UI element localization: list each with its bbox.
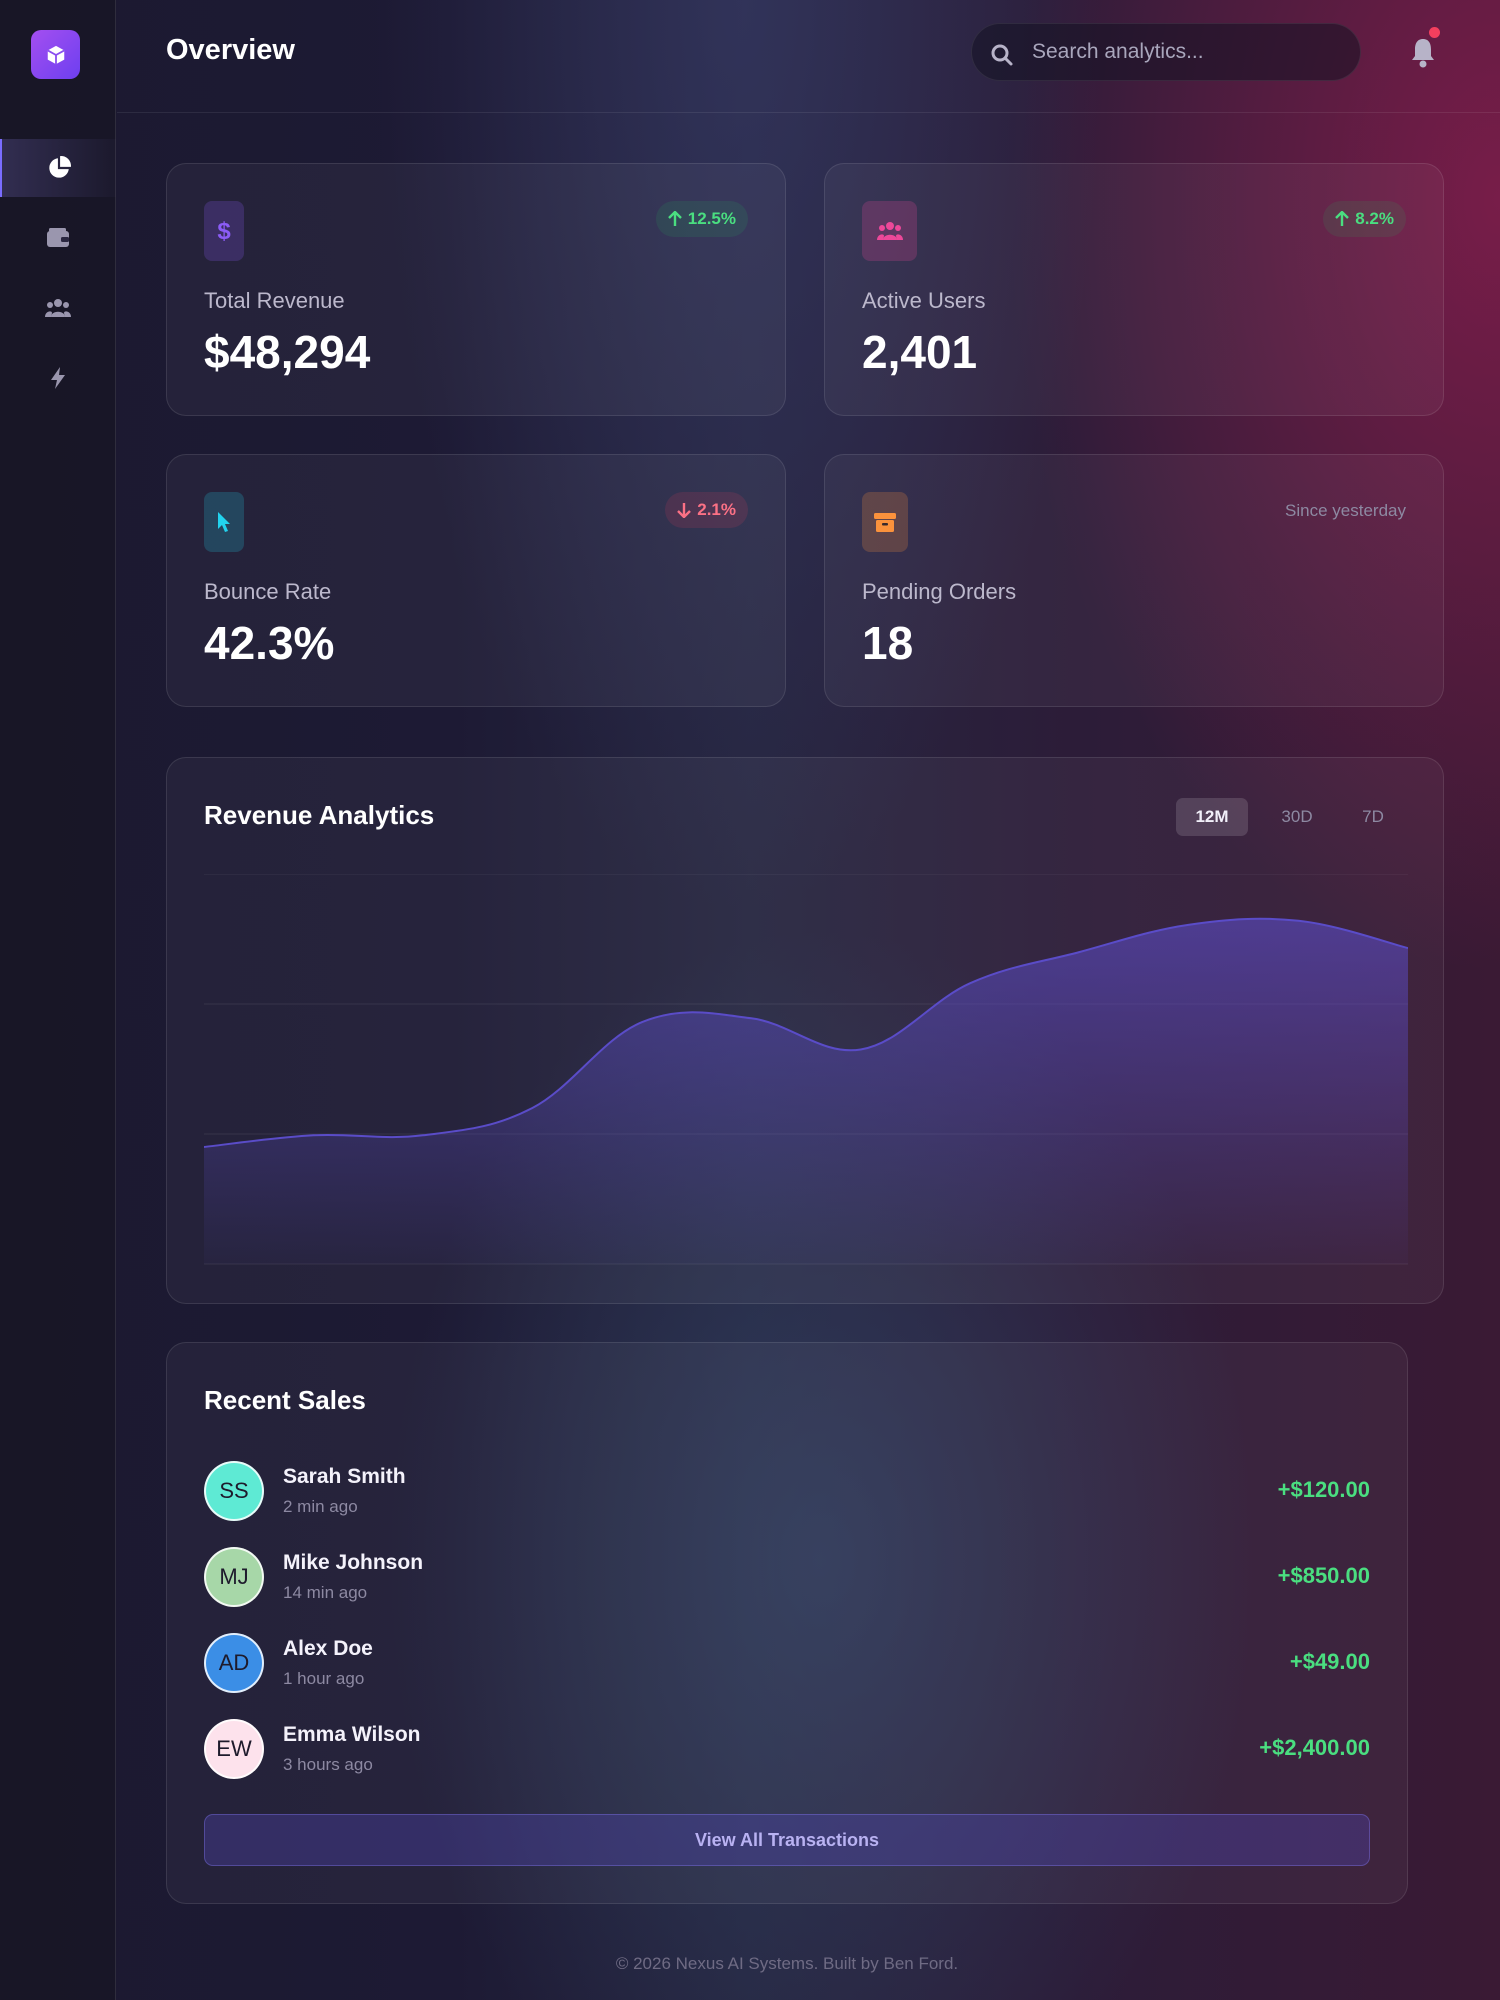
stat-card-total-revenue: $ 12.5% Total Revenue $48,294 — [166, 163, 786, 416]
page-title: Overview — [166, 34, 295, 66]
sidebar-item-wallet[interactable] — [0, 209, 116, 267]
wallet-icon — [47, 228, 69, 247]
sidebar-item-users[interactable] — [0, 279, 116, 337]
search-input[interactable] — [1032, 24, 1352, 80]
bolt-icon — [51, 367, 65, 389]
sale-time: 3 hours ago — [283, 1755, 373, 1774]
svg-text:$: $ — [217, 218, 231, 245]
stat-value: $48,294 — [204, 326, 371, 378]
cube-icon — [46, 45, 65, 64]
stat-value: 18 — [862, 617, 914, 669]
sale-time: 2 min ago — [283, 1497, 358, 1516]
app-logo[interactable] — [31, 30, 80, 79]
customer-name: Sarah Smith — [283, 1465, 406, 1488]
sale-amount: +$850.00 — [1277, 1563, 1370, 1588]
stat-value: 2,401 — [862, 326, 978, 378]
chart-title: Revenue Analytics — [204, 800, 435, 830]
stat-icon-wrapper — [862, 492, 908, 552]
stat-label: Bounce Rate — [204, 579, 332, 604]
footer-text: © 2026 Nexus AI Systems. Built by Ben Fo… — [615, 1954, 959, 1973]
stat-icon-wrapper — [862, 201, 917, 261]
view-all-transactions-button[interactable]: View All Transactions — [204, 1814, 1370, 1866]
top-header: Overview — [117, 0, 1500, 113]
customer-name: Emma Wilson — [283, 1723, 421, 1746]
cursor-icon — [218, 512, 230, 532]
sale-amount: +$120.00 — [1277, 1477, 1370, 1502]
sale-amount: +$49.00 — [1289, 1649, 1370, 1674]
box-icon — [874, 513, 896, 532]
sidebar-item-overview[interactable] — [0, 139, 116, 197]
users-icon — [45, 299, 71, 317]
range-tab-7d[interactable]: 7D — [1362, 807, 1384, 826]
recent-sales-card: Recent Sales SS Sarah Smith 2 min ago +$… — [166, 1342, 1408, 1904]
users-icon — [876, 222, 903, 240]
avatar: SS — [204, 1461, 264, 1521]
range-tab-30d[interactable]: 30D — [1281, 807, 1313, 826]
search-box[interactable] — [971, 23, 1361, 81]
stat-card-pending-orders: Since yesterday Pending Orders 18 — [824, 454, 1444, 707]
notification-dot — [1429, 27, 1440, 38]
sale-time: 1 hour ago — [283, 1669, 365, 1688]
arrow-up-icon — [667, 211, 682, 226]
trend-badge: 2.1% — [665, 492, 748, 528]
trend-badge: 12.5% — [655, 201, 748, 237]
arrow-down-icon — [677, 503, 692, 518]
search-icon — [991, 44, 1013, 66]
dollar-icon: $ — [217, 218, 231, 245]
sidebar — [0, 0, 116, 2000]
revenue-line — [204, 917, 1408, 1148]
sale-amount: +$2,400.00 — [1259, 1735, 1370, 1760]
stat-icon-wrapper — [204, 492, 244, 552]
avatar: MJ — [204, 1547, 264, 1607]
sale-row[interactable]: EW Emma Wilson 3 hours ago +$2,400.00 — [204, 1719, 1370, 1779]
stat-icon-wrapper: $ — [204, 201, 244, 261]
customer-name: Alex Doe — [283, 1637, 373, 1660]
avatar: EW — [204, 1719, 264, 1779]
range-tab-12m[interactable]: 12M — [1176, 798, 1248, 836]
bell-icon[interactable] — [1408, 36, 1438, 70]
sales-title: Recent Sales — [204, 1385, 366, 1415]
sale-row[interactable]: SS Sarah Smith 2 min ago +$120.00 — [204, 1461, 1370, 1521]
sidebar-item-activity[interactable] — [0, 349, 116, 407]
avatar: AD — [204, 1633, 264, 1693]
stat-label: Pending Orders — [862, 579, 1017, 604]
since-note: Since yesterday — [1285, 501, 1406, 520]
revenue-area-chart — [204, 874, 1408, 1265]
chart-pie-icon — [49, 156, 71, 178]
sale-row[interactable]: MJ Mike Johnson 14 min ago +$850.00 — [204, 1547, 1370, 1607]
revenue-area — [204, 918, 1408, 1264]
arrow-up-icon — [1335, 211, 1350, 226]
sale-time: 14 min ago — [283, 1583, 368, 1602]
trend-badge: 8.2% — [1323, 201, 1406, 237]
sale-row[interactable]: AD Alex Doe 1 hour ago +$49.00 — [204, 1633, 1370, 1693]
stat-label: Active Users — [862, 288, 986, 313]
stat-label: Total Revenue — [204, 288, 345, 313]
customer-name: Mike Johnson — [283, 1551, 424, 1574]
stat-card-active-users: 8.2% Active Users 2,401 — [824, 163, 1444, 416]
stat-card-bounce-rate: 2.1% Bounce Rate 42.3% — [166, 454, 786, 707]
trend-value: 12.5% — [687, 209, 736, 228]
trend-value: 2.1% — [697, 500, 736, 519]
revenue-analytics-card: Revenue Analytics 12M 30D 7D — [166, 757, 1444, 1304]
trend-value: 8.2% — [1355, 209, 1394, 228]
stat-value: 42.3% — [204, 617, 335, 669]
